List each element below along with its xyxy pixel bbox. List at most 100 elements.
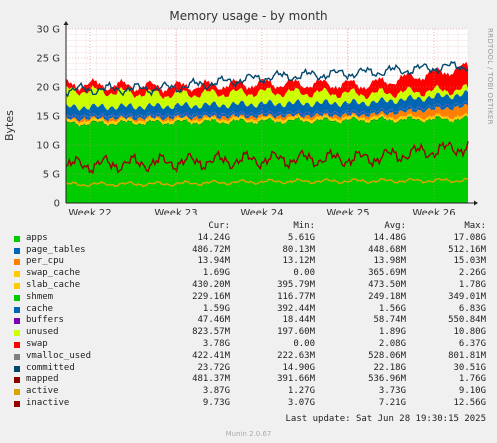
legend-min: 18.44M xyxy=(282,315,315,326)
x-tick-label: Week 22 xyxy=(68,208,111,215)
legend-cur: 430.20M xyxy=(192,279,230,290)
legend-swatch xyxy=(14,294,20,301)
legend-max: 1.76G xyxy=(458,374,486,385)
legend-name: page_tables xyxy=(26,244,86,255)
legend-min: 391.66M xyxy=(277,374,315,385)
legend-row-buffers: buffers 47.46M 18.44M 58.74M 550.84M xyxy=(0,315,497,327)
legend-row-unused: unused 823.57M 197.60M 1.89G 10.80G xyxy=(0,327,497,339)
legend-max: 1.78G xyxy=(458,279,486,290)
legend-row-mapped: mapped 481.37M 391.66M 536.96M 1.76G xyxy=(0,374,497,386)
area-slab_cache xyxy=(66,112,468,127)
legend-max: 550.84M xyxy=(448,315,486,326)
legend-swatch xyxy=(14,235,20,242)
x-axis-arrow xyxy=(474,200,478,206)
y-tick-label: 30 G xyxy=(36,25,60,36)
legend-min: 80.13M xyxy=(282,244,315,255)
legend-avg: 7.21G xyxy=(378,397,406,408)
last-update: Last update: Sat Jun 28 19:30:15 2025 xyxy=(285,414,486,424)
legend-cur: 229.16M xyxy=(192,291,230,302)
legend-max: 15.03M xyxy=(453,256,486,267)
legend-min: 3.07G xyxy=(287,397,315,408)
legend-cur: 47.46M xyxy=(197,315,230,326)
legend-max: 6.37G xyxy=(458,338,486,349)
legend-avg: 365.69M xyxy=(368,268,406,279)
y-tick-label: 25 G xyxy=(36,54,60,65)
legend-cur: 3.87G xyxy=(202,386,230,397)
legend-min: 222.63M xyxy=(277,350,315,361)
y-axis-label: Bytes xyxy=(3,110,16,142)
legend-min: 5.61G xyxy=(287,232,315,243)
legend-max: 9.10G xyxy=(458,386,486,397)
legend-cur: 481.37M xyxy=(192,374,230,385)
legend-header-cur: Cur: xyxy=(208,221,230,231)
legend-cur: 1.59G xyxy=(202,303,230,314)
x-tick-label: Week 25 xyxy=(326,208,369,215)
munin-version: Munin 2.0.67 xyxy=(225,430,272,438)
legend-row-page_tables: page_tables 486.72M 80.13M 448.68M 512.16M xyxy=(0,245,497,257)
legend-max: 349.01M xyxy=(448,291,486,302)
legend-cur: 23.72G xyxy=(197,362,230,373)
x-tick-label: Week 26 xyxy=(412,208,455,215)
area-unused xyxy=(66,83,468,111)
legend-cur: 3.78G xyxy=(202,338,230,349)
legend-min: 392.44M xyxy=(277,303,315,314)
legend-swatch xyxy=(14,389,20,396)
line-active xyxy=(65,177,469,188)
legend-max: 30.51G xyxy=(453,362,486,373)
legend-avg: 1.56G xyxy=(378,303,406,314)
legend-min: 395.79M xyxy=(277,279,315,290)
legend-min: 197.60M xyxy=(277,327,315,338)
area-swap xyxy=(66,61,468,100)
legend-avg: 473.50M xyxy=(368,279,406,290)
legend-max: 2.26G xyxy=(458,268,486,279)
legend-swatch xyxy=(14,377,20,384)
y-tick-label: 10 G xyxy=(36,141,60,152)
legend-row-committed: committed 23.72G 14.90G 22.18G 30.51G xyxy=(0,363,497,375)
legend-rows: apps 14.24G 5.61G 14.48G 17.08G page_tables 48… xyxy=(0,233,497,410)
legend-avg: 3.73G xyxy=(378,386,406,397)
legend-min: 0.00 xyxy=(293,268,315,279)
legend-name: vmalloc_used xyxy=(26,350,92,361)
legend-swatch xyxy=(14,247,20,254)
y-tick-label: 20 G xyxy=(36,83,60,94)
legend-name: mapped xyxy=(26,374,59,385)
legend-row-swap: swap 3.78G 0.00 2.08G 6.37G xyxy=(0,339,497,351)
legend-row-apps: apps 14.24G 5.61G 14.48G 17.08G xyxy=(0,233,497,245)
legend-swatch xyxy=(14,365,20,372)
legend-avg: 13.98M xyxy=(373,256,406,267)
legend-min: 14.90G xyxy=(282,362,315,373)
legend-cur: 486.72M xyxy=(192,244,230,255)
area-swap_cache xyxy=(66,104,468,124)
x-tick-label: Week 23 xyxy=(154,208,197,215)
legend-min: 0.00 xyxy=(293,338,315,349)
legend-name: swap xyxy=(26,338,48,349)
legend-max: 6.83G xyxy=(458,303,486,314)
y-tick-label: 15 G xyxy=(36,112,60,123)
legend-avg: 2.08G xyxy=(378,338,406,349)
legend-row-swap_cache: swap_cache 1.69G 0.00 365.69M 2.26G xyxy=(0,268,497,280)
legend-avg: 536.96M xyxy=(368,374,406,385)
legend-cur: 422.41M xyxy=(192,350,230,361)
legend-max: 801.81M xyxy=(448,350,486,361)
legend-header-avg: Avg: xyxy=(384,221,406,231)
legend-row-vmalloc_used: vmalloc_used 422.41M 222.63M 528.06M 801.81M xyxy=(0,351,497,363)
legend-cur: 1.69G xyxy=(202,268,230,279)
legend-swatch xyxy=(14,271,20,278)
legend-avg: 448.68M xyxy=(368,244,406,255)
legend-max: 12.56G xyxy=(453,397,486,408)
legend-name: cache xyxy=(26,303,54,314)
legend-swatch xyxy=(14,306,20,313)
memory-chart: 0 5 G 10 G 15 G 20 G 25 G 30 G Week 22 Week 23 We… xyxy=(36,21,478,215)
legend-name: unused xyxy=(26,327,59,338)
legend-swatch xyxy=(14,341,20,348)
legend-avg: 249.18M xyxy=(368,291,406,302)
y-tick-label: 5 G xyxy=(43,170,60,181)
legend-name: buffers xyxy=(26,315,64,326)
legend-name: slab_cache xyxy=(26,279,81,290)
legend-cur: 9.73G xyxy=(202,397,230,408)
area-page_tables xyxy=(66,101,468,122)
legend-swatch xyxy=(14,318,20,325)
legend-avg: 22.18G xyxy=(373,362,406,373)
legend-max: 512.16M xyxy=(448,244,486,255)
legend-name: committed xyxy=(26,362,75,373)
